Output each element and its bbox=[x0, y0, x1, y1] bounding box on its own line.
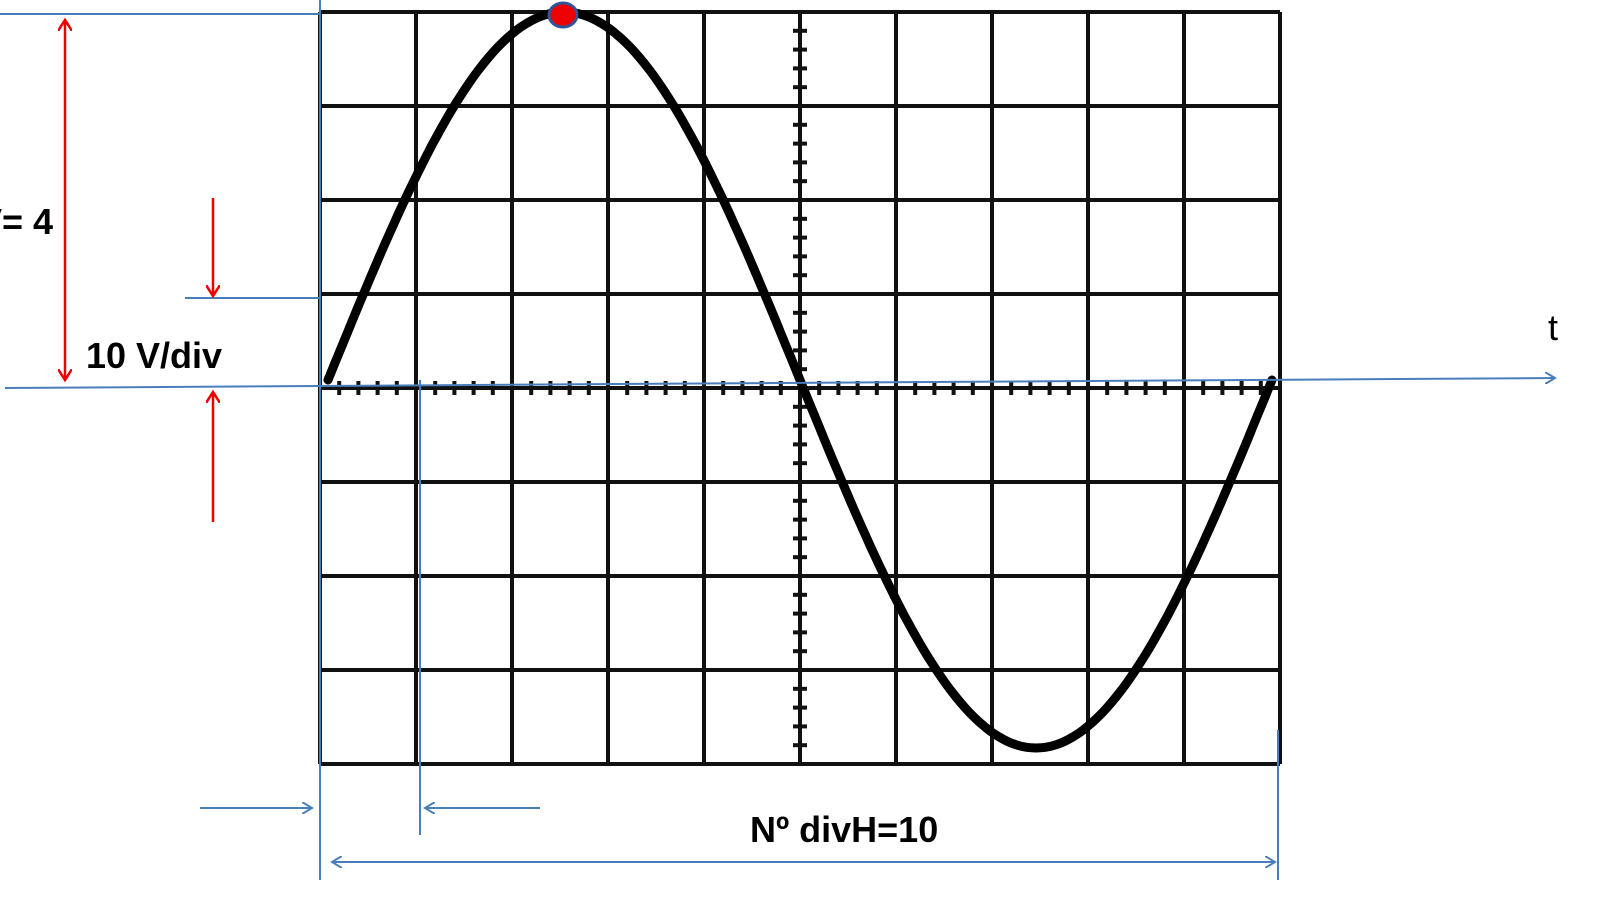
peak-dot bbox=[549, 3, 577, 27]
page: {"labels": {"vertical_divisions": "V= 4"… bbox=[0, 0, 1605, 902]
oscilloscope-diagram: V= 4 10 V/div Nº divH=10 t bbox=[0, 0, 1605, 902]
blue-guides bbox=[0, 0, 1555, 880]
horizontal-divisions-label: Nº divH=10 bbox=[750, 809, 938, 850]
time-axis-label: t bbox=[1548, 307, 1558, 348]
vertical-divisions-label: V= 4 bbox=[0, 201, 53, 242]
volts-per-div-label: 10 V/div bbox=[86, 335, 222, 376]
red-arrows bbox=[65, 20, 213, 522]
